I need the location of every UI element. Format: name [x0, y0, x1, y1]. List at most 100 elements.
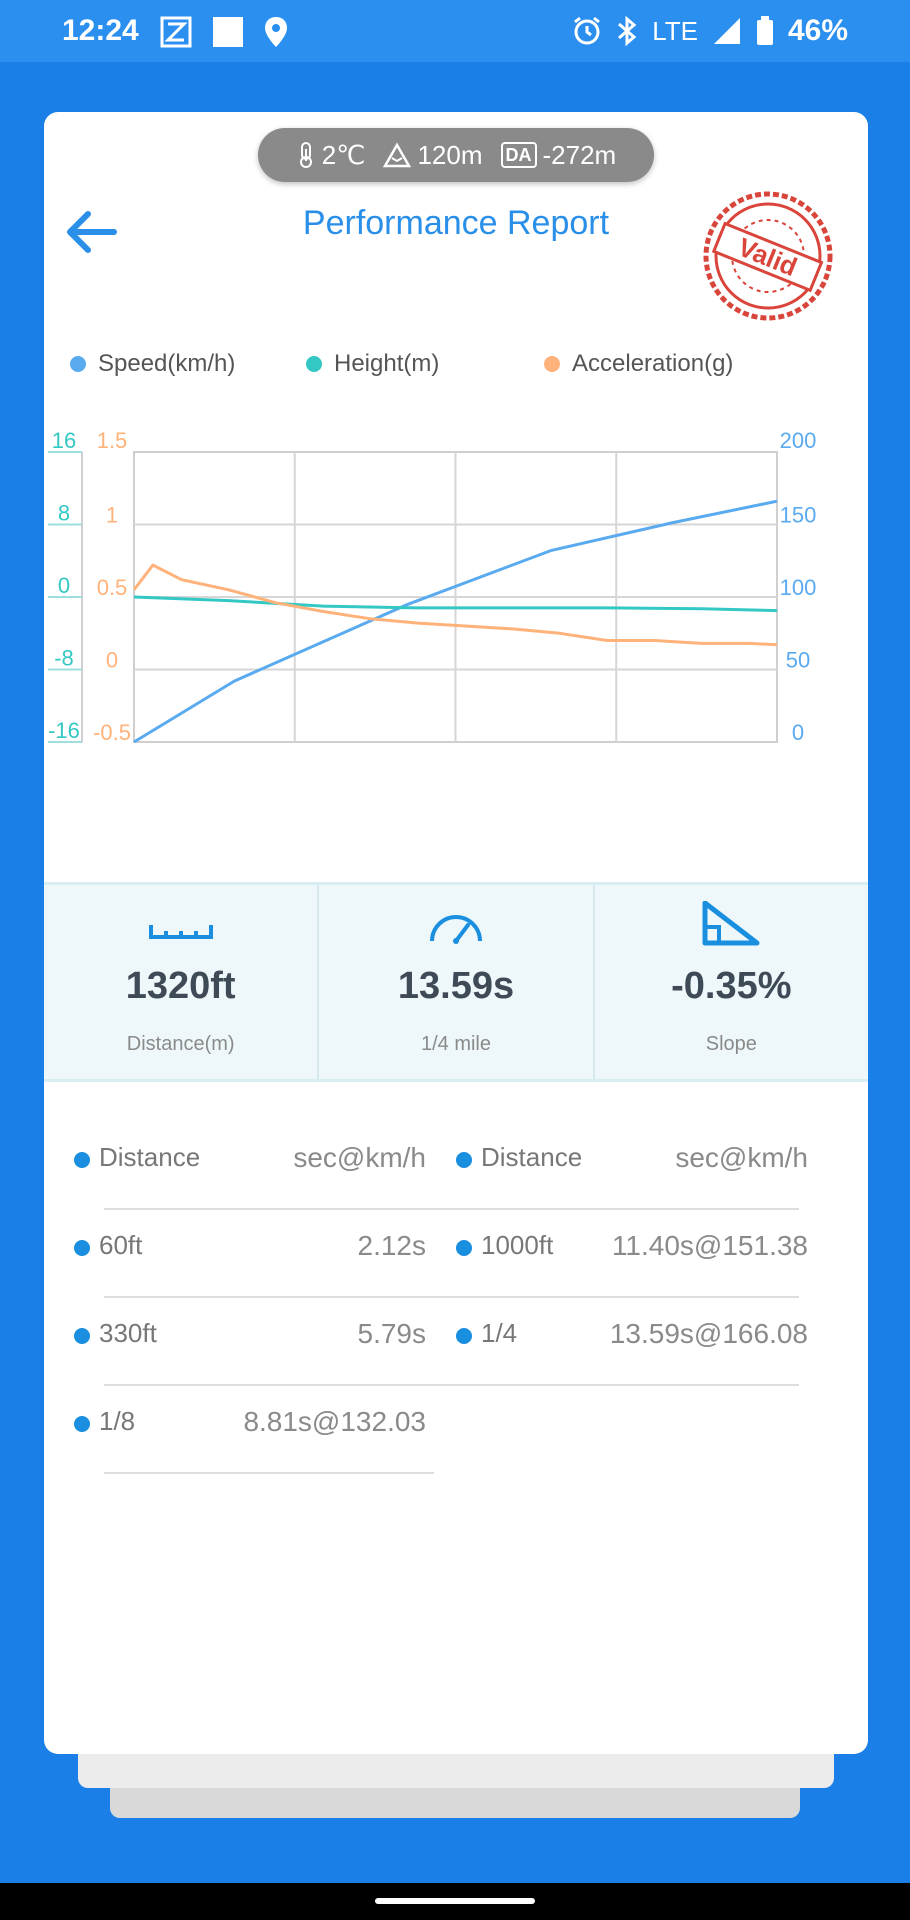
- result-value: sec@km/h: [293, 1142, 426, 1173]
- home-handle[interactable]: [375, 1898, 535, 1904]
- stat-time: 13.59s 1/4 mile: [319, 885, 595, 1079]
- accel-tick-label: -0.5: [93, 720, 131, 745]
- stat-slope: -0.35% Slope: [595, 885, 868, 1079]
- result-row: 330ft 5.79s: [44, 1298, 799, 1386]
- result-key: 1/4: [481, 1318, 518, 1348]
- legend-label: Acceleration(g): [572, 350, 734, 377]
- location-icon: [265, 17, 287, 47]
- row-divider: [104, 1208, 799, 1210]
- accel-tick-label: 1.5: [97, 428, 128, 453]
- result-value: sec@km/h: [675, 1142, 808, 1173]
- valid-stamp-icon: Valid: [703, 191, 833, 321]
- result-value: 5.79s: [357, 1318, 427, 1349]
- altitude-value: 120m: [417, 139, 483, 170]
- series-line-height: [133, 595, 778, 613]
- result-row: 1000ft 11.40s@151.38: [426, 1210, 816, 1298]
- result-value: 13.59s@166.08: [609, 1318, 808, 1349]
- height-tick-label: -16: [48, 718, 80, 743]
- result-key: Distance: [99, 1142, 201, 1172]
- thermometer-icon: [299, 142, 312, 168]
- series-line-accel: [132, 563, 778, 647]
- density-altitude-group: DA -272m: [500, 139, 617, 171]
- accel-tick-label: 1: [106, 503, 118, 528]
- result-key: 1/8: [99, 1406, 136, 1436]
- speed-tick-label: 0: [792, 720, 804, 745]
- stat-distance: 1320ft Distance(m): [44, 885, 320, 1079]
- height-tick-label: 0: [58, 573, 70, 598]
- performance-chart: 16 8 0 -8 -16 1.5 1 0.5 0 -0.5 200 150 100 50 0: [48, 428, 817, 745]
- signal-icon: [713, 18, 740, 44]
- ruler-icon: [148, 925, 213, 939]
- temperature-value: 2℃: [321, 139, 366, 170]
- legend-dot: [306, 356, 322, 372]
- legend-dot: [70, 356, 86, 372]
- result-row: 60ft 2.12s: [44, 1210, 799, 1298]
- status-left-icons: [160, 16, 288, 48]
- battery-percent: 46%: [787, 14, 848, 47]
- legend-acceleration: Acceleration(g): [544, 350, 733, 378]
- stat-value: -0.35%: [671, 965, 792, 1007]
- height-tick-label: -8: [54, 646, 74, 671]
- height-tick-label: 8: [58, 501, 70, 526]
- legend-height: Height(m): [306, 350, 439, 378]
- stat-label: Distance(m): [126, 1033, 235, 1055]
- status-time: 12:24: [62, 14, 139, 47]
- series-line-speed: [133, 499, 778, 744]
- accel-tick-label: 0.5: [97, 575, 128, 600]
- density-altitude-value: -272m: [542, 139, 617, 170]
- conditions-pill: 2℃ 120m DA -272m: [258, 128, 654, 182]
- page-title: Performance Report: [302, 204, 610, 242]
- height-tick-label: 16: [52, 428, 76, 453]
- legend-speed: Speed(km/h): [70, 350, 235, 378]
- bullet: [456, 1240, 472, 1256]
- result-key: 330ft: [99, 1318, 157, 1348]
- altitude-group: 120m: [383, 139, 483, 171]
- result-row: 1/4 13.59s@166.08: [426, 1298, 816, 1386]
- chart-legend: Speed(km/h) Height(m) Acceleration(g): [44, 350, 868, 390]
- status-right-icons: LTE 46%: [572, 14, 848, 48]
- accel-tick-label: 0: [106, 648, 118, 673]
- result-key: 1000ft: [481, 1230, 554, 1260]
- bluetooth-icon: [618, 16, 637, 46]
- result-key: 60ft: [99, 1230, 143, 1260]
- row-divider: [104, 1296, 799, 1298]
- back-arrow-icon[interactable]: [60, 204, 124, 260]
- da-badge: DA: [500, 142, 537, 168]
- stat-value: 1320ft: [125, 965, 236, 1007]
- stat-label: 1/4 mile: [420, 1033, 491, 1055]
- navigation-bar: [0, 1883, 910, 1920]
- stat-value: 13.59s: [397, 965, 515, 1007]
- speed-tick-label: 150: [780, 503, 817, 528]
- battery-icon: [756, 16, 773, 45]
- speed-tick-label: 50: [786, 648, 810, 673]
- image-notification-icon: [213, 17, 243, 47]
- legend-label: Height(m): [334, 350, 440, 377]
- result-row: 1/8 8.81s@132.03: [44, 1386, 434, 1474]
- app-notification-icon: [160, 16, 192, 48]
- bullet: [74, 1152, 90, 1168]
- row-divider: [104, 1472, 434, 1474]
- temperature-group: 2℃: [296, 139, 366, 171]
- speed-tick-label: 200: [780, 428, 817, 453]
- performance-card: 2℃ 120m DA -272m Performance Report Vali…: [44, 112, 868, 1754]
- bullet: [74, 1416, 90, 1432]
- legend-label: Speed(km/h): [98, 350, 236, 377]
- speedometer-icon: [429, 915, 482, 944]
- bullet: [456, 1328, 472, 1344]
- status-bar: 12:24 LTE 46%: [0, 0, 910, 62]
- result-value: 2.12s: [357, 1230, 427, 1261]
- bullet: [74, 1328, 90, 1344]
- alarm-icon: [574, 16, 601, 45]
- bullet: [74, 1240, 90, 1256]
- network-type: LTE: [652, 15, 698, 46]
- slope-icon: [702, 901, 760, 946]
- legend-dot: [544, 356, 560, 372]
- result-key: Distance: [481, 1142, 583, 1172]
- stat-label: Slope: [705, 1033, 757, 1055]
- result-value: 8.81s@132.03: [243, 1406, 426, 1437]
- row-divider: [104, 1384, 799, 1386]
- mountain-icon: [383, 142, 412, 168]
- speed-tick-label: 100: [780, 575, 817, 600]
- result-header-right: Distance sec@km/h: [426, 1122, 816, 1210]
- bullet: [456, 1152, 472, 1168]
